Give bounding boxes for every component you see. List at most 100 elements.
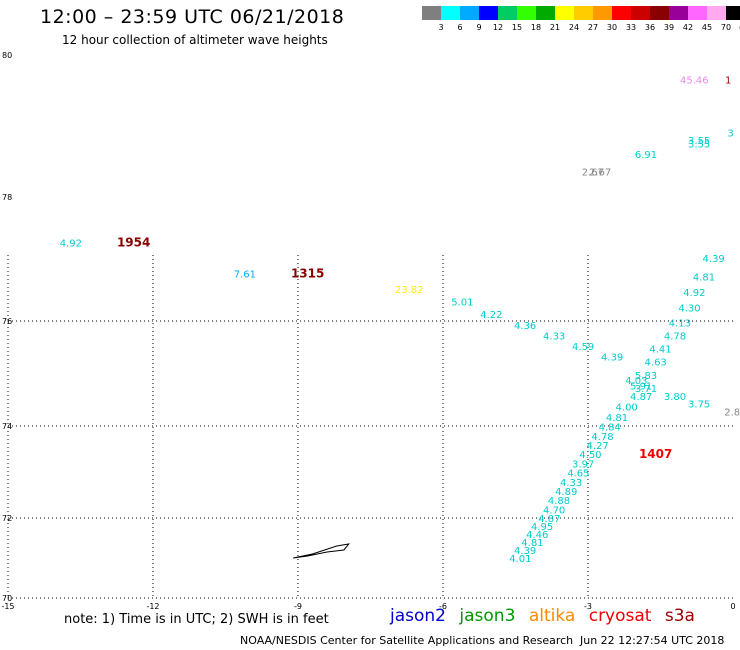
legend-label: 33 — [626, 23, 636, 32]
lat-tick-label: 76 — [2, 317, 12, 326]
wave-height-value: 2.67 — [589, 168, 611, 179]
lon-tick-label: -6 — [439, 602, 447, 611]
legend-swatch — [688, 6, 707, 20]
wave-height-value: 4.00 — [616, 402, 638, 413]
lat-tick-label: 78 — [2, 193, 12, 202]
wave-height-value: 1 — [725, 75, 731, 86]
wave-height-value: 4.36 — [514, 321, 536, 332]
track-time-label: 1954 — [117, 236, 150, 250]
legend-swatch — [479, 6, 498, 20]
track-time-label: 1315 — [291, 267, 324, 281]
wave-height-value: 4.87 — [538, 514, 560, 525]
credit-line: NOAA/NESDIS Center for Satellite Applica… — [240, 634, 574, 647]
wave-height-value: 3 — [727, 129, 733, 140]
wave-height-value: 4.87 — [630, 392, 652, 403]
legend-swatch — [441, 6, 460, 20]
legend-swatch — [517, 6, 536, 20]
legend-label: 30 — [607, 23, 617, 32]
page-title: 12:00 – 23:59 UTC 06/21/2018 — [40, 6, 345, 28]
wave-height-value: 4.84 — [599, 423, 621, 434]
wave-height-value: 2.67 — [582, 168, 604, 179]
wave-height-value: 5.91 — [630, 381, 652, 392]
wave-height-value: 4.81 — [606, 413, 628, 424]
timestamp: Jun 22 12:27:54 UTC 2018 — [580, 634, 725, 647]
wave-height-value: 4.81 — [521, 538, 543, 549]
wave-height-value: 4.33 — [543, 331, 565, 342]
lat-tick-label: 72 — [2, 514, 12, 523]
wave-height-value: 4.88 — [548, 496, 570, 507]
wave-height-value: 4.39 — [514, 546, 536, 557]
legend-label: 6 — [457, 23, 462, 32]
wave-height-value: 4.78 — [591, 432, 613, 443]
wave-height-value: 4.78 — [664, 331, 686, 342]
wave-height-value: 4.13 — [669, 318, 691, 329]
legend-swatch — [593, 6, 612, 20]
page-subtitle: 12 hour collection of altimeter wave hei… — [62, 33, 328, 47]
wave-height-value: 6.91 — [635, 150, 657, 161]
wave-height-value: 5.01 — [451, 298, 473, 309]
legend-label: 12 — [493, 23, 503, 32]
wave-height-value: 4.30 — [678, 304, 700, 315]
wave-height-value: 45.46 — [680, 75, 709, 86]
legend-label: 70 — [721, 23, 731, 32]
sat-jason2: jason2 — [390, 606, 446, 626]
wave-height-value: 5.83 — [635, 371, 657, 382]
wave-height-value: 4.39 — [601, 352, 623, 363]
legend-swatch — [574, 6, 593, 20]
legend-swatch — [536, 6, 555, 20]
wave-height-value: 3.75 — [688, 400, 710, 411]
legend-label: 21 — [550, 23, 560, 32]
wave-height-value: 4.63 — [645, 358, 667, 369]
satellite-legend: jason2 jason3 altika cryosat s3a — [390, 606, 703, 626]
legend-label: 24 — [569, 23, 579, 32]
wave-height-value: 4.92 — [683, 288, 705, 299]
footnote: note: 1) Time is in UTC; 2) SWH is in fe… — [64, 612, 329, 627]
legend-label: 15 — [512, 23, 522, 32]
wave-height-value: 4.50 — [579, 450, 601, 461]
wave-height-value: 3.55 — [688, 139, 710, 150]
legend-swatch — [612, 6, 631, 20]
wave-height-value: 3.55 — [688, 136, 710, 147]
legend-swatch — [498, 6, 517, 20]
wave-height-value: 23.82 — [395, 285, 424, 296]
track-time-label: 1407 — [639, 447, 672, 461]
sat-altika: altika — [528, 606, 576, 626]
legend-swatch — [650, 6, 669, 20]
lon-tick-label: -15 — [1, 602, 14, 611]
legend-label: 27 — [588, 23, 598, 32]
wave-height-value: 4.70 — [543, 505, 565, 516]
legend-swatch — [422, 6, 441, 20]
lon-tick-label: -12 — [146, 602, 159, 611]
wave-height-value: 4.59 — [572, 342, 594, 353]
lat-tick-label: 70 — [2, 594, 12, 603]
wave-height-value: 3.97 — [572, 459, 594, 470]
wave-height-value: 4.22 — [480, 310, 502, 321]
legend-label: 39 — [664, 23, 674, 32]
wave-height-value: 4.95 — [531, 522, 553, 533]
wave-height-value: 4.81 — [693, 273, 715, 284]
legend-swatch — [707, 6, 726, 20]
legend-label: 18 — [531, 23, 541, 32]
legend-swatch — [631, 6, 650, 20]
wave-height-value: 4.27 — [587, 441, 609, 452]
wave-height-value: 4.65 — [567, 469, 589, 480]
wave-height-value: 2.80 — [724, 408, 740, 419]
lat-tick-label: 74 — [2, 422, 12, 431]
legend-swatch — [460, 6, 479, 20]
wave-height-value: 4.89 — [555, 487, 577, 498]
legend-label: 42 — [683, 23, 693, 32]
sat-cryosat: cryosat — [588, 606, 652, 626]
legend-label: 9 — [476, 23, 481, 32]
wave-height-value: 7.61 — [234, 270, 256, 281]
legend-swatch — [669, 6, 688, 20]
legend-label: 36 — [645, 23, 655, 32]
wave-height-value: 4.46 — [526, 530, 548, 541]
sat-s3a: s3a — [664, 606, 695, 626]
wave-height-value: 3.80 — [664, 392, 686, 403]
wave-height-value: 4.39 — [703, 254, 725, 265]
wave-height-value: 4.33 — [560, 478, 582, 489]
lon-tick-label: 0 — [730, 602, 735, 611]
legend-swatch — [555, 6, 574, 20]
wave-height-value: 4.92 — [60, 239, 82, 250]
